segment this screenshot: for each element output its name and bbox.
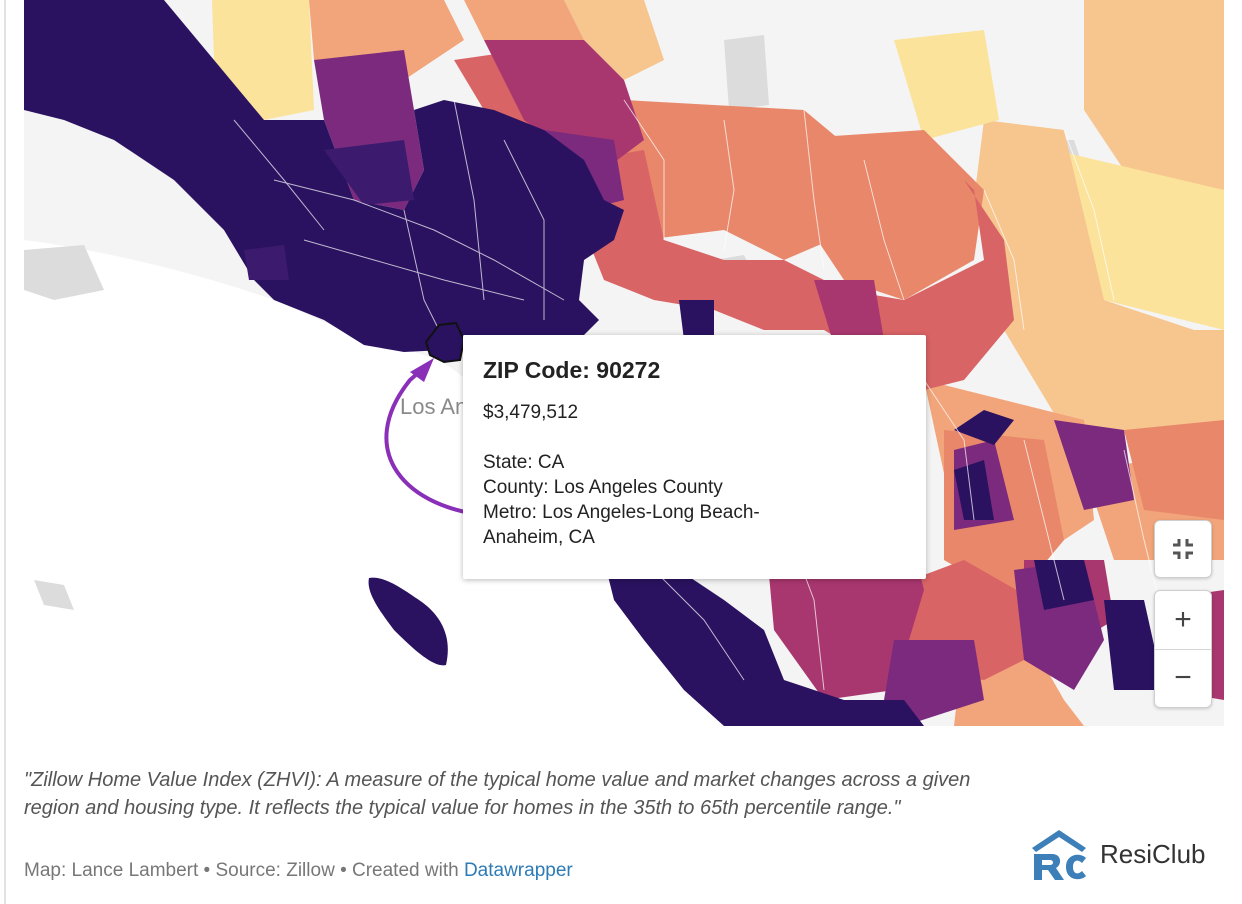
brand-name: ResiClub bbox=[1100, 838, 1206, 869]
region-coastal-la[interactable] bbox=[244, 245, 289, 280]
tooltip-home-value: $3,479,512 bbox=[483, 402, 579, 423]
tooltip-metro: Metro: Los Angeles-Long Beach- bbox=[483, 502, 760, 523]
map-caption: "Zillow Home Value Index (ZHVI): A measu… bbox=[24, 769, 971, 819]
fullscreen-button[interactable] bbox=[1154, 520, 1212, 578]
tooltip-title: ZIP Code: 90272 bbox=[483, 357, 661, 383]
resiclub-logo-icon bbox=[1032, 830, 1086, 880]
region-high-desert[interactable] bbox=[894, 30, 999, 140]
region-south-coast[interactable] bbox=[954, 460, 994, 520]
highlighted-zip-90272[interactable] bbox=[424, 321, 466, 364]
region-no-data[interactable] bbox=[724, 35, 769, 110]
ocean bbox=[24, 240, 724, 726]
region-no-data[interactable] bbox=[24, 245, 104, 300]
region-coastal-la[interactable] bbox=[324, 140, 414, 205]
region-south-coast[interactable] bbox=[954, 410, 1014, 445]
tooltip-county: County: Los Angeles County bbox=[483, 477, 723, 498]
zoom-out-button[interactable]: − bbox=[1174, 661, 1192, 695]
region-south-coast[interactable] bbox=[1104, 600, 1164, 690]
catalina-island[interactable] bbox=[368, 577, 448, 666]
region-south-coast[interactable] bbox=[604, 560, 924, 726]
tooltip-metro-cont: Anaheim, CA bbox=[483, 527, 595, 548]
region-inland-empire[interactable] bbox=[584, 150, 1014, 390]
zip-boundaries bbox=[233, 99, 1165, 691]
region-high-desert[interactable] bbox=[212, 0, 314, 120]
zip-tooltip: ZIP Code: 90272 $3,479,512 State: CA Cou… bbox=[463, 335, 926, 579]
region-no-data[interactable] bbox=[34, 580, 74, 610]
tooltip-state: State: CA bbox=[483, 452, 565, 473]
annotation-arrowhead bbox=[410, 358, 434, 382]
resiclub-brand[interactable]: ResiClub bbox=[1028, 826, 1206, 882]
zoom-in-button[interactable]: + bbox=[1174, 602, 1192, 636]
region-south-coast[interactable] bbox=[1034, 560, 1094, 610]
zoom-controls: + − bbox=[1154, 590, 1212, 708]
region-westside[interactable] bbox=[884, 640, 984, 726]
annotation-arrow bbox=[384, 364, 496, 518]
region-foothills[interactable] bbox=[814, 280, 884, 345]
region-high-desert[interactable] bbox=[974, 120, 1224, 440]
zoom-divider bbox=[1155, 648, 1211, 650]
region-westside[interactable] bbox=[1054, 420, 1134, 510]
region-high-desert[interactable] bbox=[1084, 0, 1224, 190]
region-south-coast[interactable] bbox=[679, 300, 714, 340]
credits-text: Map: Lance Lambert • Source: Zillow • Cr… bbox=[24, 860, 464, 881]
region-high-desert[interactable] bbox=[564, 0, 664, 80]
region-inland[interactable] bbox=[1124, 420, 1224, 520]
map-credits: Map: Lance Lambert • Source: Zillow • Cr… bbox=[24, 860, 573, 882]
region-inland[interactable] bbox=[774, 130, 984, 300]
region-high-desert[interactable] bbox=[1044, 150, 1224, 330]
region-foothills[interactable] bbox=[484, 40, 644, 170]
left-border bbox=[4, 0, 6, 904]
fullscreen-exit-icon bbox=[1173, 539, 1193, 559]
region-coastal-la[interactable] bbox=[24, 0, 624, 352]
datawrapper-link[interactable]: Datawrapper bbox=[463, 860, 573, 881]
